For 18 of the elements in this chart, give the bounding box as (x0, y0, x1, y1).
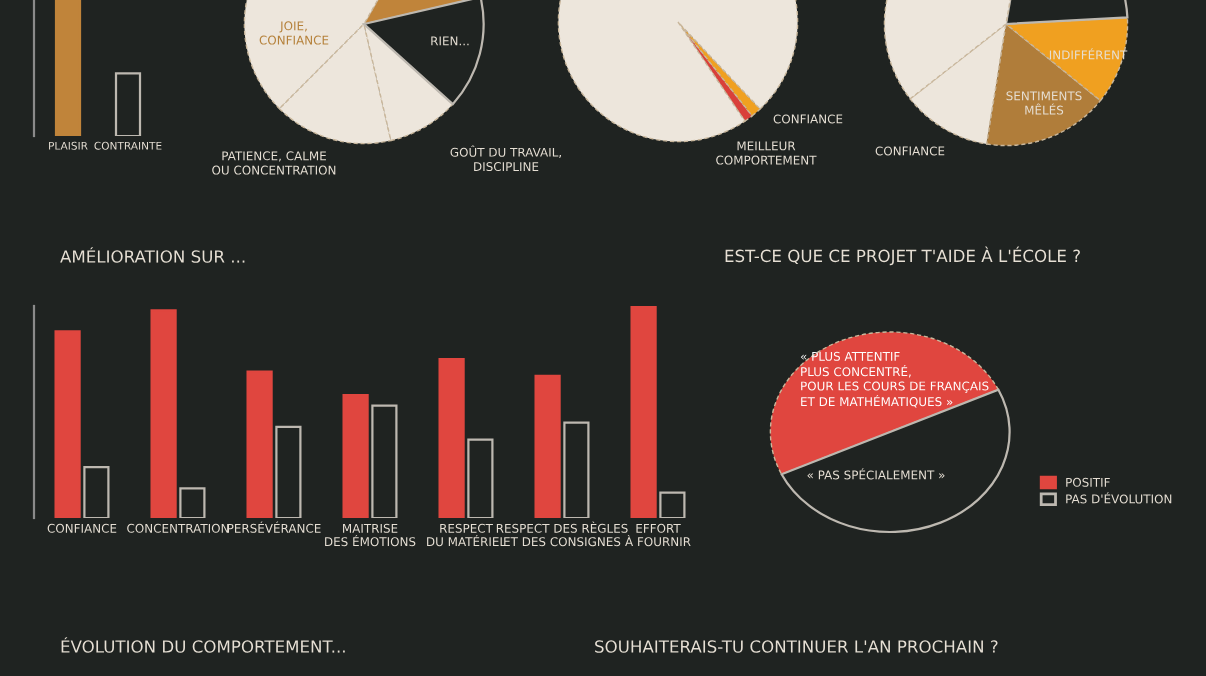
bar (438, 357, 465, 518)
bar (342, 393, 369, 518)
chart-title: EST-CE QUE CE PROJET T'AIDE À L'ÉCOLE ? (725, 246, 1080, 266)
bar (467, 438, 494, 518)
bar (83, 466, 110, 518)
text: SOUHAITERAIS-TU CONTINUER L'AN PROCHAIN ? (595, 640, 998, 653)
bar (659, 491, 686, 518)
bar (534, 374, 561, 518)
bar (246, 370, 273, 518)
bar (371, 404, 398, 518)
chart-title: AMÉLIORATION SUR ... (60, 247, 245, 263)
bar (630, 306, 657, 518)
bar (150, 309, 177, 518)
bar (275, 425, 302, 518)
bar (563, 421, 590, 518)
bar (54, 330, 81, 518)
text: ÉVOLUTION DU COMPORTEMENT... (61, 637, 345, 653)
bar (179, 487, 206, 518)
